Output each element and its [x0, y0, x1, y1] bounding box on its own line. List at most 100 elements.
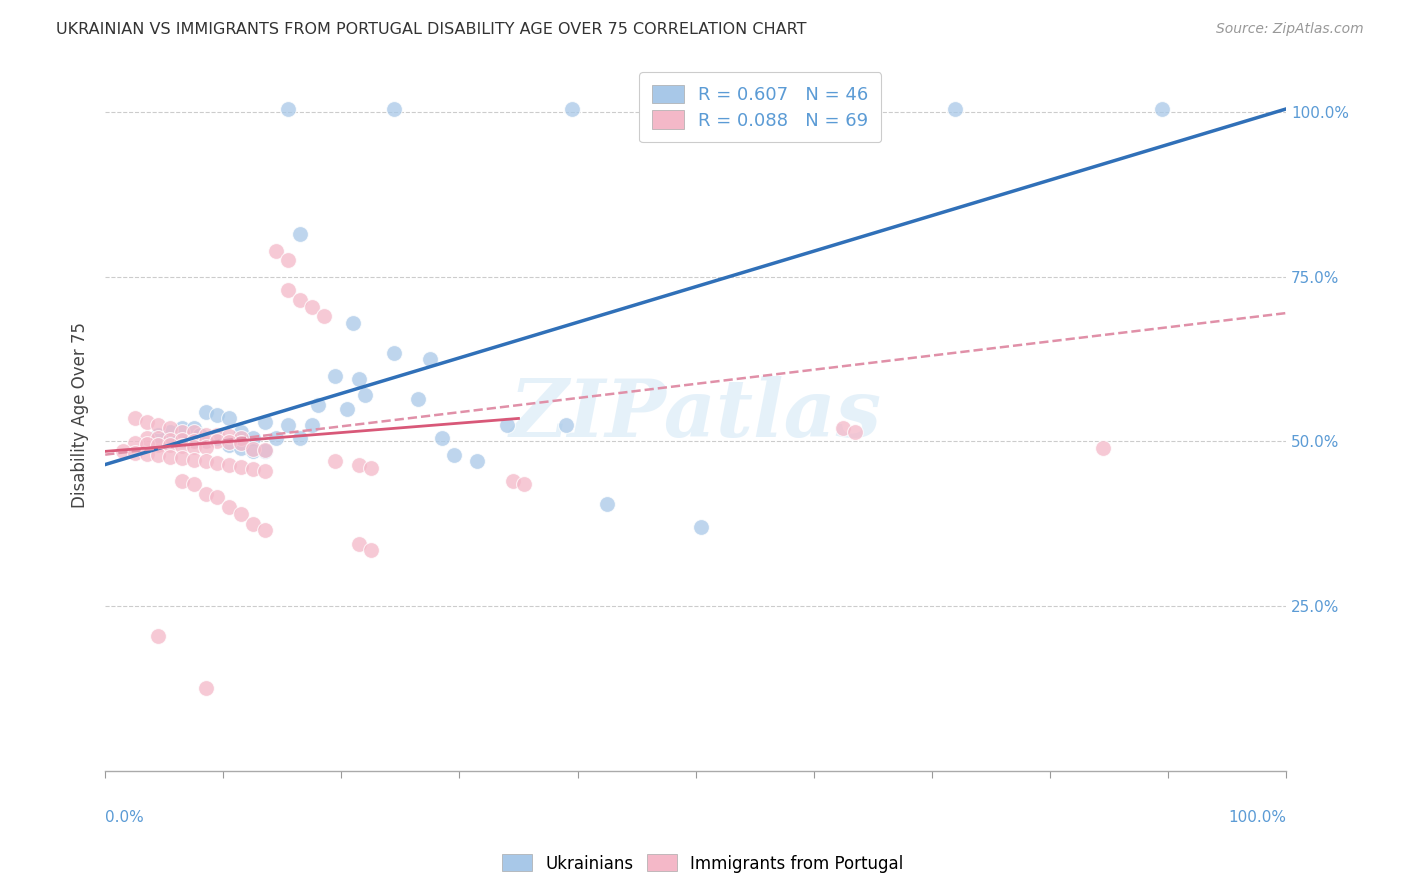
- Point: [148, 438, 170, 452]
- Y-axis label: Disability Age Over 75: Disability Age Over 75: [72, 322, 89, 508]
- Point: [207, 428, 229, 442]
- Point: [159, 450, 181, 464]
- Point: [495, 417, 517, 432]
- Point: [229, 435, 252, 450]
- Text: ZIPatlas: ZIPatlas: [509, 376, 882, 454]
- Point: [170, 433, 193, 447]
- Point: [183, 477, 205, 491]
- Point: [301, 417, 323, 432]
- Point: [561, 102, 583, 116]
- Point: [207, 491, 229, 505]
- Point: [188, 428, 211, 442]
- Point: [844, 425, 866, 439]
- Point: [301, 300, 323, 314]
- Text: Source: ZipAtlas.com: Source: ZipAtlas.com: [1216, 22, 1364, 37]
- Point: [111, 444, 134, 458]
- Point: [170, 434, 193, 449]
- Point: [596, 497, 619, 511]
- Point: [170, 439, 193, 453]
- Point: [360, 460, 382, 475]
- Point: [194, 487, 217, 501]
- Point: [277, 417, 299, 432]
- Point: [354, 388, 377, 402]
- Point: [183, 434, 205, 448]
- Point: [229, 507, 252, 521]
- Point: [183, 425, 205, 439]
- Point: [502, 474, 524, 488]
- Point: [430, 431, 453, 445]
- Point: [183, 453, 205, 467]
- Point: [419, 352, 441, 367]
- Point: [194, 441, 217, 455]
- Point: [170, 474, 193, 488]
- Point: [312, 310, 335, 324]
- Point: [183, 421, 205, 435]
- Point: [253, 524, 276, 538]
- Point: [384, 345, 406, 359]
- Point: [347, 536, 370, 550]
- Point: [229, 425, 252, 439]
- Point: [218, 500, 240, 515]
- Text: UKRAINIAN VS IMMIGRANTS FROM PORTUGAL DISABILITY AGE OVER 75 CORRELATION CHART: UKRAINIAN VS IMMIGRANTS FROM PORTUGAL DI…: [56, 22, 807, 37]
- Point: [207, 456, 229, 470]
- Point: [229, 431, 252, 445]
- Point: [307, 398, 329, 412]
- Point: [943, 102, 966, 116]
- Point: [336, 401, 359, 416]
- Point: [135, 437, 157, 451]
- Point: [242, 516, 264, 531]
- Point: [135, 447, 157, 461]
- Point: [148, 448, 170, 462]
- Point: [253, 443, 276, 458]
- Point: [242, 444, 264, 458]
- Point: [124, 436, 146, 450]
- Point: [218, 438, 240, 452]
- Point: [194, 428, 217, 442]
- Point: [159, 438, 181, 452]
- Point: [253, 464, 276, 478]
- Point: [690, 520, 713, 534]
- Point: [347, 372, 370, 386]
- Point: [443, 448, 465, 462]
- Point: [253, 444, 276, 458]
- Point: [325, 454, 347, 468]
- Point: [159, 433, 181, 447]
- Point: [148, 417, 170, 432]
- Point: [218, 411, 240, 425]
- Point: [148, 629, 170, 643]
- Point: [159, 421, 181, 435]
- Point: [288, 227, 311, 241]
- Point: [347, 458, 370, 472]
- Point: [159, 425, 181, 439]
- Point: [170, 421, 193, 435]
- Point: [194, 434, 217, 449]
- Legend: R = 0.607   N = 46, R = 0.088   N = 69: R = 0.607 N = 46, R = 0.088 N = 69: [638, 72, 882, 143]
- Point: [465, 454, 488, 468]
- Text: 0.0%: 0.0%: [105, 810, 143, 825]
- Point: [207, 431, 229, 445]
- Point: [277, 253, 299, 268]
- Point: [384, 102, 406, 116]
- Point: [124, 411, 146, 425]
- Point: [288, 293, 311, 307]
- Point: [277, 102, 299, 116]
- Point: [242, 431, 264, 445]
- Point: [170, 425, 193, 439]
- Legend: Ukrainians, Immigrants from Portugal: Ukrainians, Immigrants from Portugal: [496, 847, 910, 880]
- Point: [148, 428, 170, 442]
- Point: [554, 417, 576, 432]
- Point: [229, 441, 252, 455]
- Point: [218, 435, 240, 450]
- Point: [253, 415, 276, 429]
- Point: [183, 440, 205, 454]
- Point: [135, 415, 157, 429]
- Point: [194, 681, 217, 696]
- Point: [406, 392, 429, 406]
- Point: [266, 244, 288, 258]
- Point: [277, 283, 299, 297]
- Point: [832, 421, 855, 435]
- Point: [242, 462, 264, 476]
- Point: [207, 434, 229, 449]
- Point: [207, 408, 229, 422]
- Point: [170, 450, 193, 465]
